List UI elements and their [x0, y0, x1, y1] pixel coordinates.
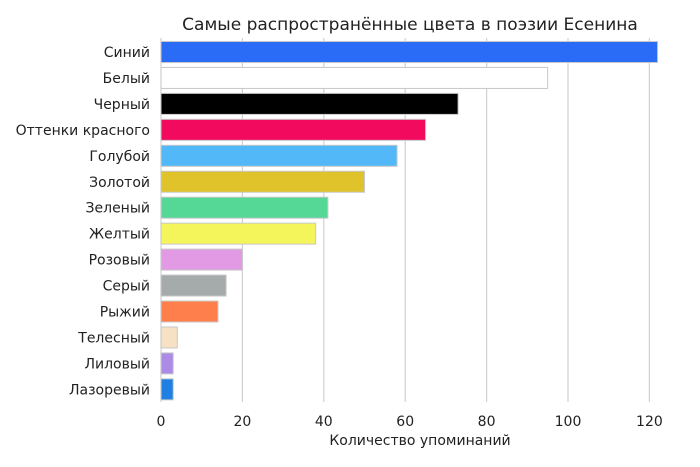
- y-tick-label: Синий: [104, 45, 150, 61]
- x-tick-label: 0: [157, 414, 166, 430]
- bar: [160, 41, 659, 63]
- y-tick-label: Белый: [103, 71, 150, 87]
- y-tick-label: Розовый: [89, 253, 150, 269]
- x-tick-label: 40: [315, 414, 333, 430]
- x-tick-label: 120: [636, 414, 663, 430]
- x-tick-label: 20: [233, 414, 251, 430]
- bar: [160, 222, 317, 245]
- y-tick-label: Телесный: [77, 330, 150, 346]
- y-tick-label: Зеленый: [86, 201, 150, 217]
- chart-title: Самые распространённые цвета в поэзии Ес…: [182, 15, 638, 35]
- bar: [160, 248, 243, 271]
- y-tick-label: Голубой: [89, 149, 150, 165]
- x-tick-label: 80: [478, 414, 496, 430]
- y-tick-label: Лазоревый: [69, 382, 150, 398]
- bar: [160, 66, 549, 89]
- y-tick-label: Рыжий: [100, 305, 150, 321]
- x-tick-label: 60: [396, 414, 414, 430]
- bar: [160, 170, 365, 193]
- bar: [160, 92, 459, 115]
- y-tick-label: Серый: [103, 279, 150, 295]
- bar: [160, 196, 329, 219]
- bar: [160, 144, 398, 167]
- y-tick-label: Оттенки красного: [16, 123, 150, 139]
- y-tick-label: Лиловый: [84, 356, 150, 372]
- x-tick-label: 100: [555, 414, 582, 430]
- bar: [160, 326, 178, 349]
- bar: [160, 352, 174, 375]
- x-axis-label: Количество упоминаний: [329, 433, 510, 449]
- bar: [160, 118, 427, 141]
- y-tick-label: Черный: [94, 97, 150, 113]
- y-tick-label: Желтый: [89, 227, 150, 243]
- y-tick-label: Золотой: [89, 175, 150, 191]
- bar: [160, 274, 227, 297]
- bar: [160, 378, 174, 401]
- bar: [160, 300, 219, 323]
